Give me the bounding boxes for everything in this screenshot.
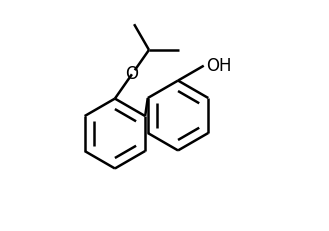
Text: O: O	[125, 65, 139, 83]
Text: OH: OH	[207, 57, 232, 75]
